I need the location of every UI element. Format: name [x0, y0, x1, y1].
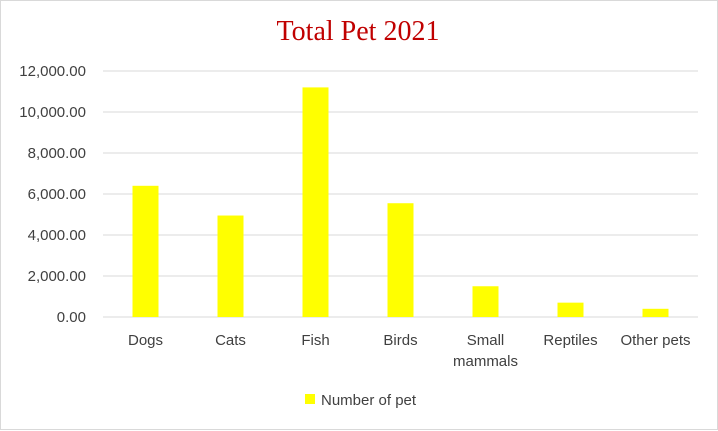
- bar: [642, 308, 669, 317]
- bars: [132, 87, 669, 318]
- y-tick-label: 4,000.00: [28, 227, 86, 244]
- y-axis-ticks: 0.00 2,000.00 4,000.00 6,000.00 8,000.00 10,0…: [19, 63, 86, 326]
- bar: [132, 185, 159, 317]
- y-tick-label: 12,000.00: [19, 63, 86, 80]
- bar: [302, 87, 329, 318]
- y-tick-label: 2,000.00: [28, 268, 86, 285]
- x-tick-label: Cats: [215, 332, 246, 349]
- x-tick-label: Fish: [301, 332, 329, 349]
- bar: [387, 203, 414, 317]
- bar: [557, 302, 584, 317]
- bar: [217, 215, 244, 317]
- y-tick-label: 6,000.00: [28, 186, 86, 203]
- legend-swatch: [305, 394, 315, 404]
- x-tick-label: Other pets: [620, 332, 690, 349]
- x-axis-ticks: Dogs Cats Fish Birds Small mammals Reptiles Oth…: [128, 332, 691, 370]
- x-tick-label: Small mammals: [453, 332, 518, 370]
- legend-label: Number of pet: [321, 392, 417, 409]
- x-tick-label: Reptiles: [543, 332, 597, 349]
- y-tick-label: 8,000.00: [28, 145, 86, 162]
- y-tick-label: 10,000.00: [19, 104, 86, 121]
- legend: Number of pet: [305, 392, 417, 409]
- chart-title: Total Pet 2021: [277, 16, 440, 47]
- x-tick-label: Birds: [383, 332, 417, 349]
- bar: [472, 286, 499, 317]
- y-tick-label: 0.00: [57, 309, 86, 326]
- x-tick-label: Dogs: [128, 332, 163, 349]
